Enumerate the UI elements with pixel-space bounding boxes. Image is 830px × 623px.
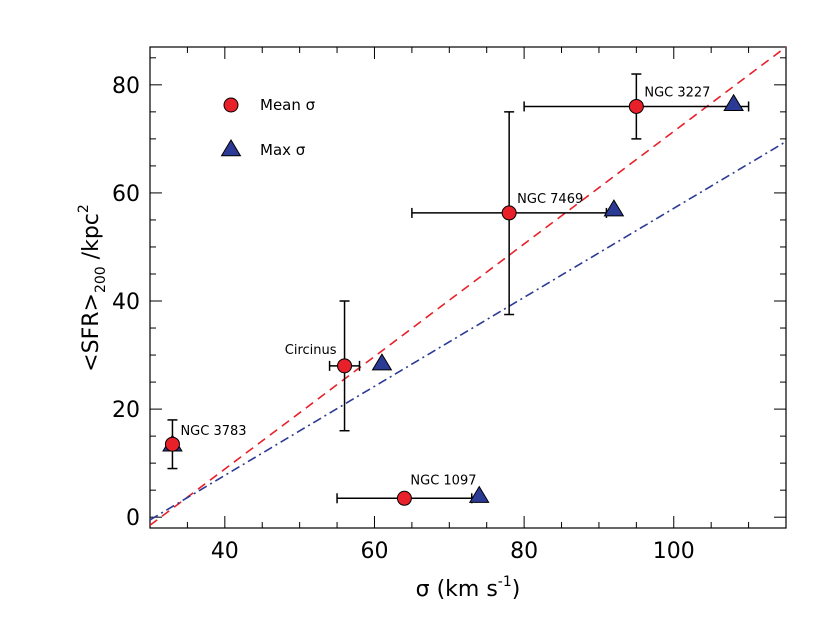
mean-sigma-point xyxy=(628,98,644,114)
mean-sigma-point xyxy=(164,436,180,452)
point-label-ngc-1097: NGC 1097 xyxy=(410,473,476,488)
y-tick-label: 80 xyxy=(112,74,140,99)
legend-mean-sigma-label: Mean σ xyxy=(260,96,316,114)
y-tick-label: 60 xyxy=(112,182,140,207)
x-tick-label: 80 xyxy=(510,539,538,564)
mean-sigma-fit-line xyxy=(150,47,786,526)
x-tick-label: 100 xyxy=(653,539,695,564)
x-axis-title: σ (km s-1) xyxy=(416,574,521,602)
x-tick-label: 40 xyxy=(211,539,239,564)
plot-frame xyxy=(149,46,787,529)
max-sigma-point xyxy=(603,199,625,217)
point-label-ngc-3783: NGC 3783 xyxy=(180,424,246,439)
legend-max-sigma-label: Max σ xyxy=(260,141,306,159)
max-sigma-point xyxy=(723,93,744,111)
point-label-ngc-7469: NGC 7469 xyxy=(517,192,583,207)
mean-sigma-point xyxy=(337,358,353,374)
legend-mean-sigma-marker xyxy=(223,97,239,113)
point-label-circinus: Circinus xyxy=(285,343,337,358)
x-tick-label: 60 xyxy=(360,539,388,564)
mean-sigma-point xyxy=(396,490,412,506)
y-tick-label: 40 xyxy=(112,290,140,315)
y-axis-title: <SFR>200 /kpc2 xyxy=(76,204,109,372)
mean-sigma-point xyxy=(501,205,517,221)
max-sigma-fit-line xyxy=(150,140,786,521)
point-label-ngc-3227: NGC 3227 xyxy=(644,85,710,100)
max-sigma-point xyxy=(371,353,393,371)
max-sigma-point xyxy=(468,485,490,503)
legend-max-sigma-marker xyxy=(220,139,242,157)
y-tick-label: 0 xyxy=(126,506,140,531)
y-tick-label: 20 xyxy=(112,398,140,423)
